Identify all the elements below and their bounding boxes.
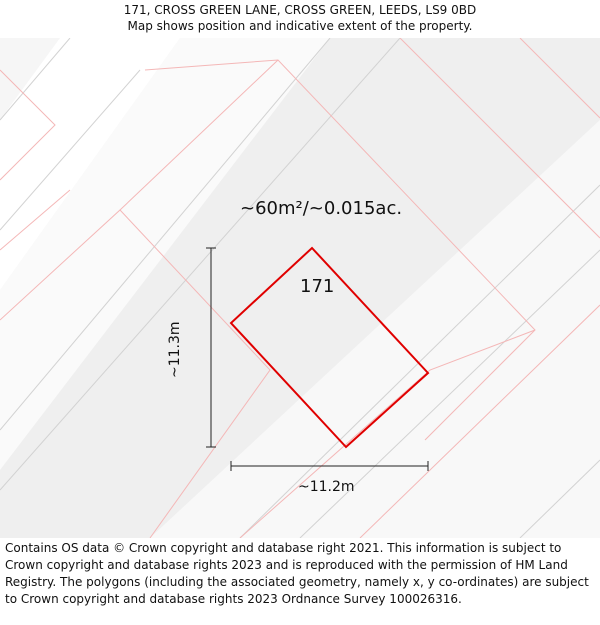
plot-number-label: 171 [300, 276, 335, 297]
map-band-dark [0, 38, 600, 538]
width-dimension-label: ~11.2m [298, 479, 355, 495]
copyright-notice: Contains OS data © Crown copyright and d… [5, 541, 589, 606]
map-header: 171, CROSS GREEN LANE, CROSS GREEN, LEED… [0, 0, 600, 38]
parcel-outlines [0, 38, 600, 538]
map-canvas[interactable]: ~60m²/~0.015ac. 171 ~11.2m ~11.3m [0, 38, 600, 538]
road-lines [0, 38, 600, 538]
map-subtitle: Map shows position and indicative extent… [127, 19, 473, 33]
map-drawing [0, 38, 600, 538]
dimension-lines [206, 247, 429, 471]
area-label: ~60m²/~0.015ac. [240, 198, 403, 219]
height-dimension-label: ~11.3m [167, 321, 183, 378]
property-address: 171, CROSS GREEN LANE, CROSS GREEN, LEED… [123, 3, 477, 17]
map-band-lower [150, 120, 600, 538]
property-outline[interactable] [229, 246, 430, 449]
